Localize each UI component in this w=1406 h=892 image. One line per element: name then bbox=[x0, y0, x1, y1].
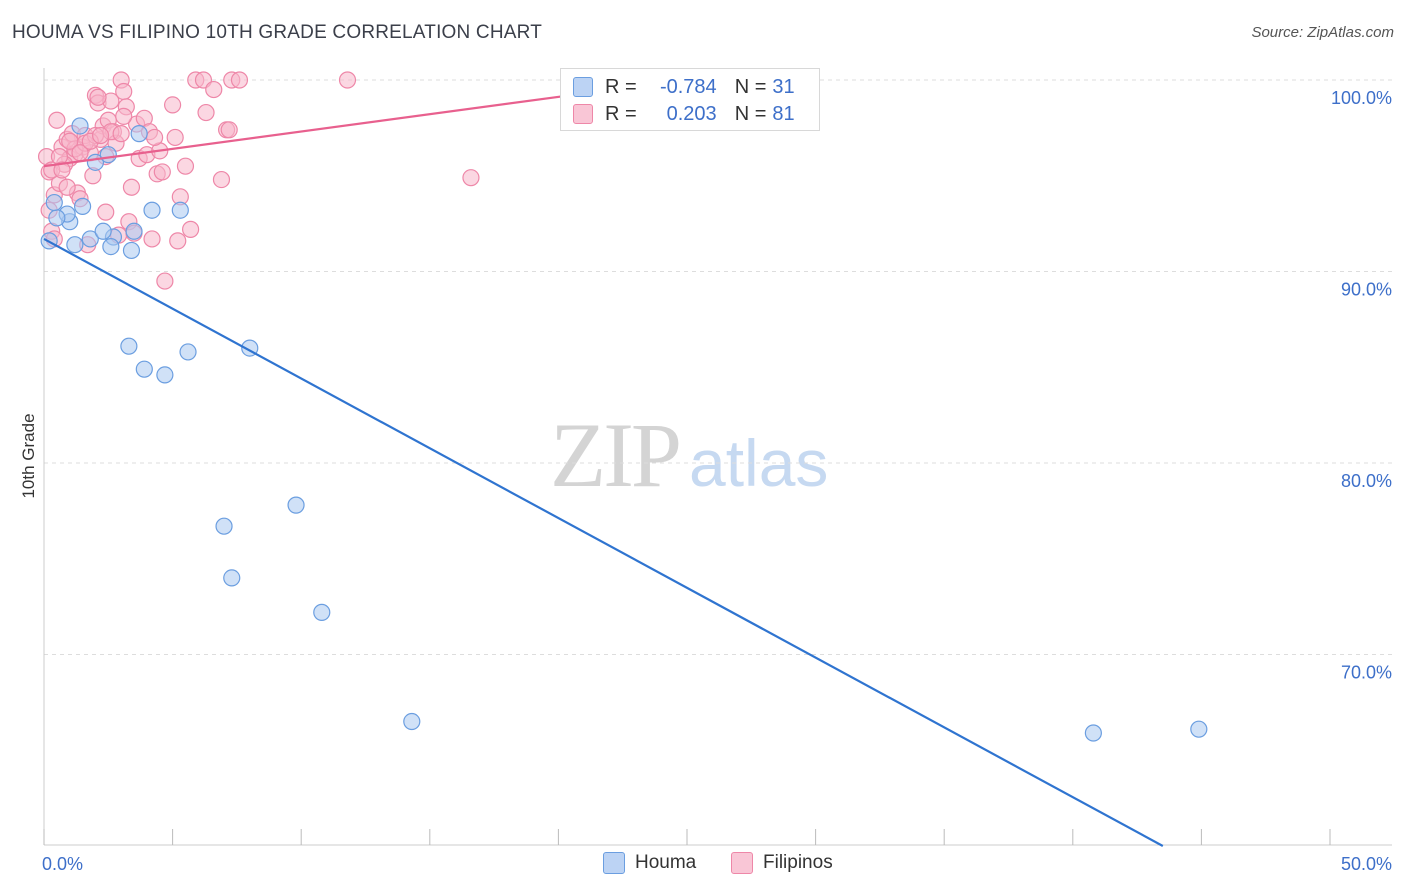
filipinos-point bbox=[182, 220, 200, 238]
houma-point bbox=[215, 517, 233, 535]
filipinos-point bbox=[197, 103, 215, 122]
trend-lines bbox=[43, 92, 1164, 847]
houma-n-label: N = bbox=[734, 75, 767, 98]
houma-legend-label: Houma bbox=[635, 852, 697, 873]
legend-item-filipinos[interactable]: Filipinos bbox=[731, 852, 833, 874]
houma-point bbox=[1084, 724, 1102, 742]
legend-row-filipinos: R = 0.203 N = 81 bbox=[573, 101, 795, 127]
axes bbox=[43, 68, 1392, 846]
houma-n-value: 31 bbox=[772, 75, 795, 98]
filipinos-point bbox=[58, 178, 76, 196]
filipinos-point bbox=[156, 272, 174, 290]
houma-point bbox=[48, 209, 66, 227]
axis-labels: 70.0% 80.0% 90.0% 100.0% 0.0% 50.0% 10th Grade bbox=[19, 88, 1392, 874]
houma-point bbox=[94, 222, 112, 240]
filipinos-point bbox=[230, 71, 249, 89]
houma-point bbox=[120, 337, 138, 355]
y-axis-title: 10th Grade bbox=[19, 413, 38, 498]
houma-point bbox=[73, 197, 92, 215]
y-tick-label: 90.0% bbox=[1341, 280, 1392, 300]
houma-point bbox=[1190, 720, 1208, 738]
filipinos-points bbox=[37, 71, 480, 290]
filipinos-point bbox=[212, 170, 231, 189]
filipinos-point bbox=[462, 169, 480, 187]
filipinos-point bbox=[338, 71, 357, 89]
houma-point bbox=[135, 360, 153, 378]
filipinos-trend-line bbox=[43, 92, 585, 168]
houma-point bbox=[223, 569, 241, 587]
x-tick-label-min: 0.0% bbox=[42, 854, 83, 874]
filipinos-point bbox=[166, 128, 184, 147]
filipinos-point bbox=[143, 230, 161, 248]
legend-item-houma[interactable]: Houma bbox=[603, 852, 696, 874]
houma-point bbox=[102, 238, 120, 256]
filipinos-point bbox=[53, 161, 71, 179]
houma-point bbox=[130, 125, 148, 143]
houma-swatch bbox=[573, 77, 593, 97]
houma-point bbox=[125, 222, 143, 240]
houma-point bbox=[143, 201, 161, 219]
filipinos-point bbox=[205, 80, 223, 99]
filipinos-point bbox=[115, 107, 133, 125]
filipinos-point bbox=[164, 96, 182, 114]
filipinos-legend-label: Filipinos bbox=[763, 852, 833, 873]
filipinos-r-label: R = bbox=[605, 102, 637, 125]
grid-lines bbox=[44, 79, 1392, 655]
filipinos-point bbox=[153, 163, 171, 181]
legend-row-houma: R = -0.784 N = 31 bbox=[573, 74, 795, 100]
houma-point bbox=[403, 712, 421, 731]
watermark-zip: ZIP bbox=[550, 404, 682, 506]
houma-point bbox=[313, 603, 331, 621]
filipinos-n-label: N = bbox=[734, 102, 767, 125]
y-tick-label: 80.0% bbox=[1341, 471, 1392, 491]
filipinos-point bbox=[112, 125, 130, 143]
houma-point bbox=[71, 117, 89, 135]
filipinos-point bbox=[61, 132, 79, 150]
filipinos-n-value: 81 bbox=[772, 102, 795, 125]
houma-point bbox=[156, 366, 174, 384]
filipinos-point bbox=[115, 82, 133, 101]
series-legend: Houma Filipinos bbox=[0, 852, 1406, 878]
source-label: Source: ZipAtlas.com bbox=[1251, 24, 1394, 41]
filipinos-point bbox=[220, 121, 238, 139]
houma-point bbox=[179, 343, 197, 361]
houma-legend-swatch bbox=[603, 852, 625, 874]
y-tick-label: 70.0% bbox=[1341, 663, 1392, 683]
houma-point bbox=[45, 193, 63, 212]
houma-point bbox=[122, 241, 141, 260]
filipinos-point bbox=[122, 178, 141, 196]
filipinos-point bbox=[48, 111, 66, 129]
filipinos-swatch bbox=[573, 104, 593, 124]
filipinos-legend-swatch bbox=[731, 852, 753, 874]
houma-points bbox=[40, 117, 1208, 742]
filipinos-point bbox=[169, 232, 187, 250]
stats-legend: R = -0.784 N = 31 R = 0.203 N = 81 bbox=[560, 68, 820, 131]
houma-point bbox=[171, 201, 189, 219]
houma-r-value: -0.784 bbox=[659, 75, 717, 98]
houma-point bbox=[99, 146, 117, 164]
houma-point bbox=[287, 496, 305, 514]
houma-point bbox=[81, 230, 99, 248]
chart-title: HOUMA VS FILIPINO 10TH GRADE CORRELATION… bbox=[12, 22, 543, 43]
houma-point bbox=[66, 236, 84, 254]
houma-r-label: R = bbox=[605, 75, 637, 98]
x-tick-label-max: 50.0% bbox=[1341, 854, 1392, 874]
filipinos-point bbox=[89, 88, 107, 106]
filipinos-point bbox=[176, 157, 195, 175]
filipinos-point bbox=[91, 126, 110, 145]
y-tick-label: 100.0% bbox=[1331, 88, 1392, 108]
filipinos-point bbox=[145, 128, 164, 147]
filipinos-r-value: 0.203 bbox=[666, 102, 717, 125]
filipinos-point bbox=[97, 203, 115, 221]
houma-trend-line bbox=[43, 237, 1164, 847]
